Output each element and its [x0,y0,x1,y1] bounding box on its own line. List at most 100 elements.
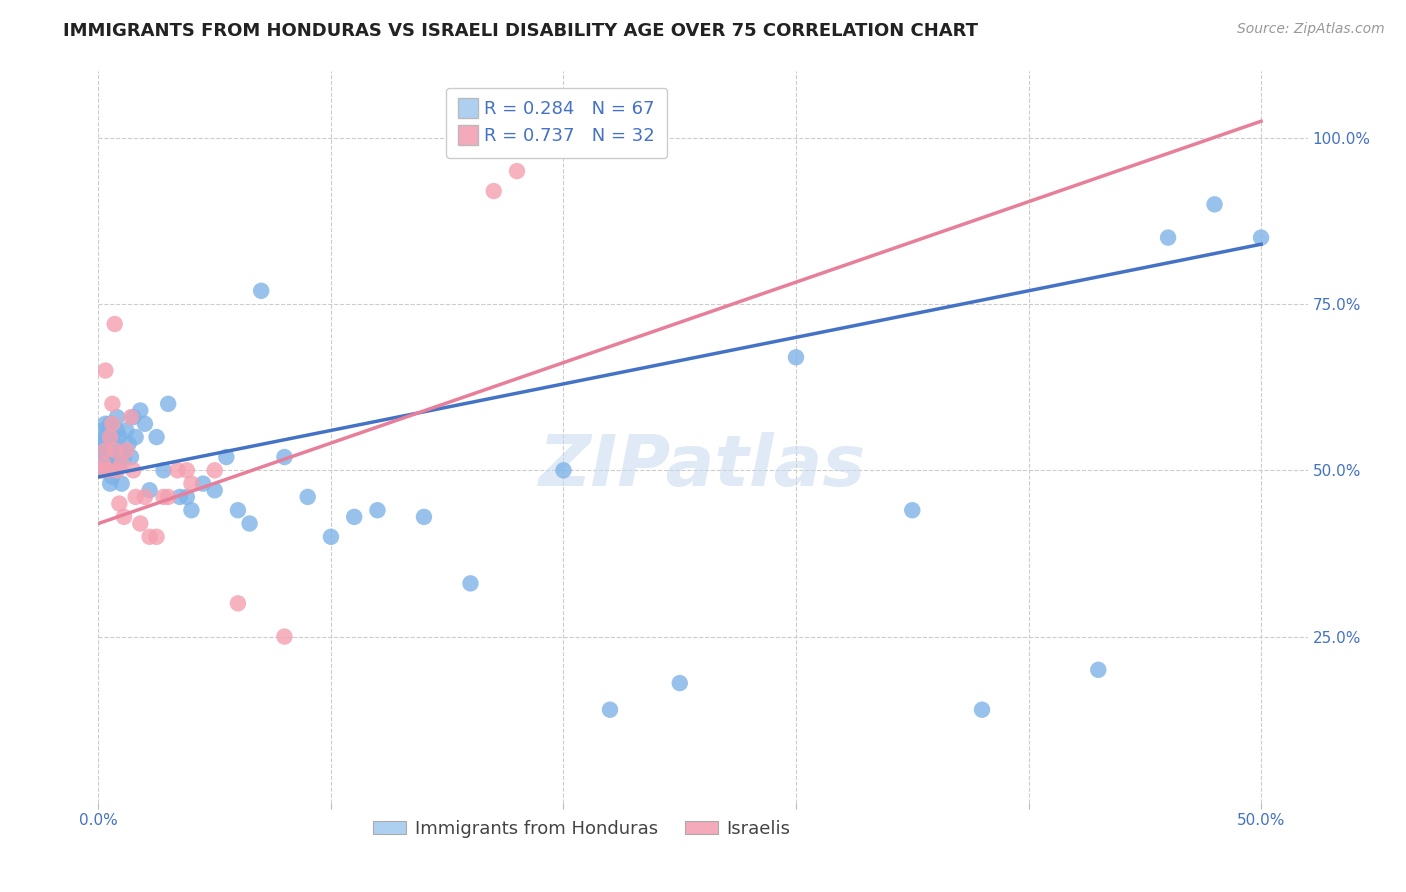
Point [343,509,366,524]
Point [122,410,145,425]
Point [1087,663,1109,677]
Point [506,164,529,178]
Point [145,530,167,544]
Point [215,450,238,464]
Point [157,397,180,411]
Point [98,430,121,444]
Point [98,417,121,431]
Point [152,463,174,477]
Point [319,530,342,544]
Point [101,397,124,411]
Point [482,184,505,198]
Point [460,576,482,591]
Point [94,443,117,458]
Point [97,450,120,464]
Point [129,516,152,531]
Point [91,436,114,450]
Point [366,503,388,517]
Point [90,443,112,458]
Point [180,476,202,491]
Point [122,463,145,477]
Point [134,490,156,504]
Point [112,509,135,524]
Point [169,490,191,504]
Point [98,476,121,491]
Point [553,463,575,477]
Point [108,430,131,444]
Point [104,436,127,450]
Point [101,470,124,484]
Point [1204,197,1226,211]
Point [120,450,142,464]
Point [120,410,142,425]
Point [176,490,198,504]
Point [105,410,128,425]
Point [108,457,131,471]
Point [129,403,152,417]
Point [668,676,690,690]
Point [105,424,128,438]
Text: ZIPatlas: ZIPatlas [540,432,866,500]
Point [273,450,295,464]
Point [112,450,135,464]
Point [180,503,202,517]
Point [91,450,114,464]
Point [599,703,621,717]
Point [98,443,121,458]
Point [1157,230,1180,244]
Point [91,463,114,477]
Point [105,463,128,477]
Point [297,490,319,504]
Point [191,476,214,491]
Point [176,463,198,477]
Point [101,430,124,444]
Point [97,463,120,477]
Point [97,424,120,438]
Point [90,436,112,450]
Point [90,463,112,477]
Point [413,509,436,524]
Point [104,443,127,458]
Point [124,430,146,444]
Point [111,457,134,471]
Point [204,483,226,498]
Point [98,457,121,471]
Point [94,417,117,431]
Point [273,630,295,644]
Point [226,596,249,610]
Text: Source: ZipAtlas.com: Source: ZipAtlas.com [1237,22,1385,37]
Point [94,363,117,377]
Point [94,457,117,471]
Point [166,463,188,477]
Point [901,503,924,517]
Point [118,436,141,450]
Point [115,443,138,458]
Point [138,530,160,544]
Point [101,417,124,431]
Legend: Immigrants from Honduras, Israelis: Immigrants from Honduras, Israelis [366,813,799,845]
Point [134,417,156,431]
Point [239,516,262,531]
Point [97,463,120,477]
Text: IMMIGRANTS FROM HONDURAS VS ISRAELI DISABILITY AGE OVER 75 CORRELATION CHART: IMMIGRANTS FROM HONDURAS VS ISRAELI DISA… [63,22,979,40]
Point [111,443,134,458]
Point [104,463,127,477]
Point [94,443,117,458]
Point [157,490,180,504]
Point [108,497,131,511]
Point [138,483,160,498]
Point [115,424,138,438]
Point [226,503,249,517]
Point [785,351,807,365]
Point [91,457,114,471]
Point [145,430,167,444]
Point [111,476,134,491]
Point [104,317,127,331]
Point [1250,230,1272,244]
Point [250,284,273,298]
Point [101,450,124,464]
Point [90,450,112,464]
Point [204,463,226,477]
Point [124,490,146,504]
Point [94,430,117,444]
